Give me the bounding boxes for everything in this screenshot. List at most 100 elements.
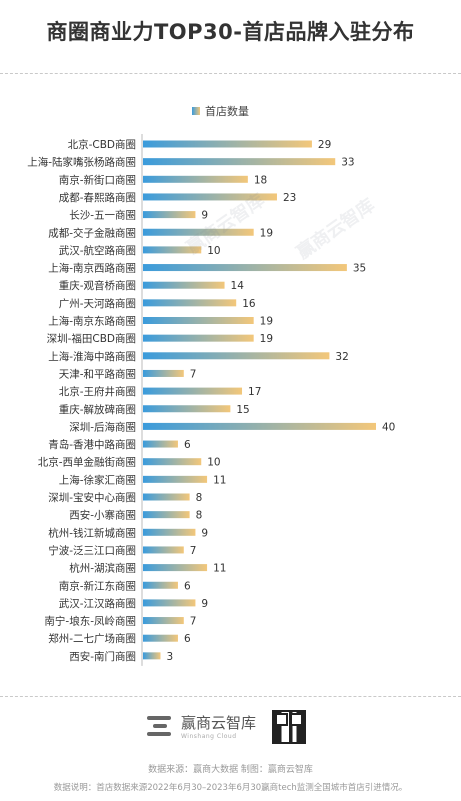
category-label: 上海-徐家汇商圈 xyxy=(59,473,136,486)
legend-label: 首店数量 xyxy=(205,105,249,118)
category-label: 北京-西单金融街商圈 xyxy=(38,456,136,469)
category-label: 成都-交子金融商圈 xyxy=(48,226,136,239)
value-label: 23 xyxy=(283,192,296,204)
legend-swatch xyxy=(192,107,200,115)
category-label: 上海-南京西路商圈 xyxy=(48,262,136,275)
bar xyxy=(143,281,225,289)
bar xyxy=(143,599,196,607)
bar xyxy=(143,440,178,448)
value-label: 3 xyxy=(166,651,173,663)
bar xyxy=(143,458,202,466)
value-label: 6 xyxy=(184,633,191,645)
logo-subtitle: Winshang Cloud xyxy=(181,733,237,740)
category-label: 天津-和平路商圈 xyxy=(59,367,136,380)
bar xyxy=(143,634,178,642)
category-label: 成都-春熙路商圈 xyxy=(59,191,136,204)
value-label: 32 xyxy=(335,351,348,363)
top-divider xyxy=(0,73,461,74)
category-label: 郑州-二七广场商圈 xyxy=(48,632,136,645)
value-label: 11 xyxy=(213,563,226,575)
value-label: 7 xyxy=(190,545,197,557)
category-label: 深圳-后海商圈 xyxy=(69,420,136,433)
value-label: 10 xyxy=(207,245,220,257)
bar xyxy=(143,369,184,377)
value-label: 19 xyxy=(260,227,273,239)
logo-name: 赢商云智库 xyxy=(181,714,257,732)
category-label: 西安-小寨商圈 xyxy=(69,509,136,522)
category-label: 上海-南京东路商圈 xyxy=(48,315,136,328)
category-label: 南宁-埌东-凤岭商圈 xyxy=(44,615,136,628)
value-label: 17 xyxy=(248,386,261,398)
category-label: 长沙-五一商圈 xyxy=(69,209,136,222)
category-label: 北京-CBD商圈 xyxy=(68,138,136,151)
chart-title: 商圈商业力TOP30-首店品牌入驻分布 xyxy=(46,20,415,44)
value-label: 19 xyxy=(260,333,273,345)
category-label: 青岛-香港中路商圈 xyxy=(48,438,136,451)
bar xyxy=(143,158,336,166)
bar xyxy=(143,652,161,660)
category-label: 上海-陆家嘴张杨路商圈 xyxy=(27,156,136,169)
bottom-divider xyxy=(0,696,461,697)
bar xyxy=(143,334,254,342)
value-label: 14 xyxy=(231,280,245,292)
value-label: 35 xyxy=(353,263,366,275)
category-label: 重庆-解放碑商圈 xyxy=(59,403,136,416)
bar xyxy=(143,228,254,236)
bar xyxy=(143,387,243,395)
bar xyxy=(143,493,190,501)
value-label: 19 xyxy=(260,316,273,328)
data-note: 数据说明：首店数据来源2022年6月30–2023年6月30赢商tech监测全国… xyxy=(53,783,408,793)
value-label: 40 xyxy=(382,421,395,433)
category-label: 深圳-宝安中心商圈 xyxy=(48,491,136,504)
category-label: 宁波-泛三江口商圈 xyxy=(48,544,136,557)
bar xyxy=(143,352,330,360)
category-label: 南京-新江东商圈 xyxy=(59,579,136,592)
bar xyxy=(143,546,184,554)
category-label: 西安-南门商圈 xyxy=(69,650,136,663)
bar xyxy=(143,617,184,625)
value-label: 8 xyxy=(196,510,203,522)
bar xyxy=(143,264,347,272)
data-source: 数据来源：赢商大数据 制图：赢商云智库 xyxy=(148,765,313,775)
logo-icon xyxy=(147,714,173,738)
category-label: 重庆-观音桥商圈 xyxy=(59,279,136,292)
bar xyxy=(143,528,196,536)
value-label: 8 xyxy=(196,492,203,504)
value-label: 15 xyxy=(236,404,249,416)
category-label: 广州-天河路商圈 xyxy=(59,297,136,310)
category-label: 深圳-福田CBD商圈 xyxy=(47,332,136,345)
bar xyxy=(143,475,208,483)
legend: 首店数量 xyxy=(192,104,249,118)
category-label: 南京-新街口商圈 xyxy=(59,173,136,186)
bar xyxy=(143,246,202,254)
value-label: 11 xyxy=(213,474,226,486)
category-label: 武汉-航空路商圈 xyxy=(59,244,136,257)
category-label: 武汉-江汉路商圈 xyxy=(59,597,136,610)
category-label: 北京-王府井商圈 xyxy=(59,385,136,398)
bar xyxy=(143,511,190,519)
value-label: 16 xyxy=(242,298,256,310)
bar xyxy=(143,193,277,201)
bar xyxy=(143,422,376,430)
value-label: 9 xyxy=(201,527,208,539)
bar xyxy=(143,581,178,589)
value-label: 10 xyxy=(207,457,220,469)
value-label: 7 xyxy=(190,368,197,380)
category-label: 杭州-湖滨商圈 xyxy=(69,562,136,575)
category-label: 上海-淮海中路商圈 xyxy=(48,350,136,363)
qr-code-icon xyxy=(272,710,306,744)
bar xyxy=(143,211,196,219)
value-label: 9 xyxy=(201,210,208,222)
bar xyxy=(143,564,208,572)
value-label: 18 xyxy=(254,174,267,186)
footer-logo: 赢商云智库 Winshang Cloud xyxy=(147,712,256,740)
value-label: 7 xyxy=(190,616,197,628)
bar-chart: 北京-CBD商圈 29 上海-陆家嘴张杨路商圈 33 南京-新街口商圈 18 成都-春熙路商… xyxy=(27,134,395,666)
category-label: 杭州-钱江新城商圈 xyxy=(48,526,136,539)
value-label: 9 xyxy=(201,598,208,610)
bar xyxy=(143,317,254,324)
value-label: 6 xyxy=(184,439,191,451)
value-label: 29 xyxy=(318,139,331,151)
bar xyxy=(143,405,231,413)
bar xyxy=(143,140,312,148)
